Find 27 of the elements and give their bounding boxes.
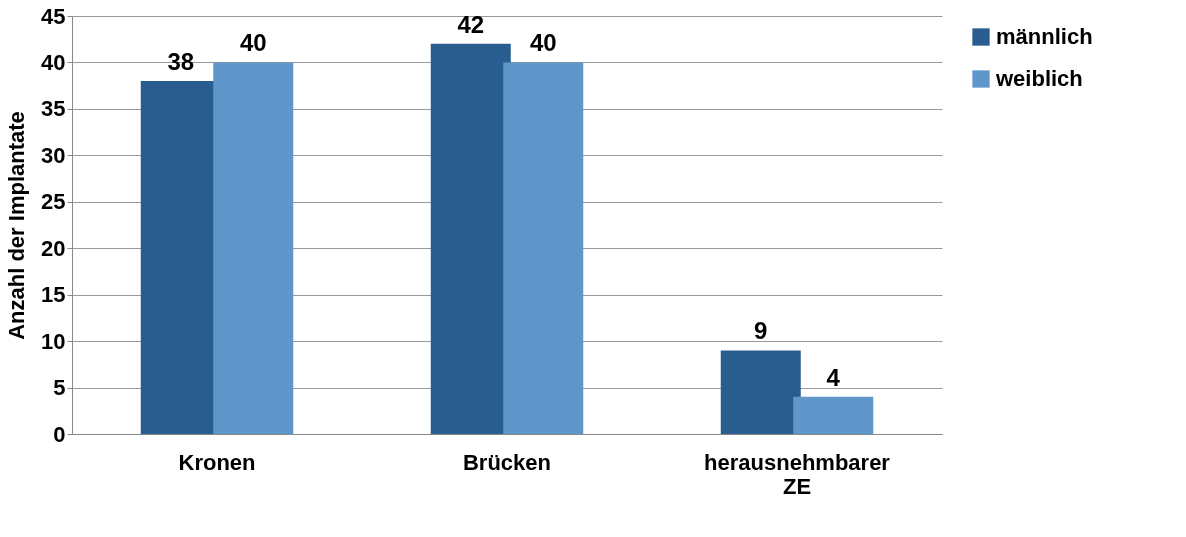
bar bbox=[793, 396, 874, 434]
y-tick-label: 30 bbox=[41, 142, 66, 168]
x-tick-label: Brücken bbox=[462, 449, 552, 475]
y-tick-label: 10 bbox=[41, 328, 66, 354]
y-tick-label: 5 bbox=[53, 375, 66, 401]
bar bbox=[213, 62, 294, 434]
data-label: 42 bbox=[457, 10, 485, 38]
y-tick-label: 0 bbox=[53, 421, 66, 447]
bar bbox=[430, 43, 511, 434]
x-tick-label: Kronen bbox=[178, 449, 256, 475]
bar bbox=[720, 350, 801, 434]
y-tick-label: 40 bbox=[41, 49, 66, 75]
bar bbox=[503, 62, 584, 434]
legend-label: weiblich bbox=[995, 66, 1083, 91]
y-tick-label: 25 bbox=[41, 189, 66, 215]
data-label: 38 bbox=[167, 48, 195, 76]
y-tick-label: 45 bbox=[41, 3, 66, 29]
data-label: 4 bbox=[826, 363, 841, 391]
y-tick-label: 15 bbox=[41, 282, 66, 308]
x-tick-label: herausnehmbarer ZE bbox=[704, 449, 891, 499]
data-label: 40 bbox=[239, 29, 267, 57]
data-label: 40 bbox=[529, 29, 557, 57]
legend-label: männlich bbox=[996, 24, 1093, 49]
y-axis-title: Anzahl der Implantate bbox=[4, 111, 30, 340]
data-label: 9 bbox=[754, 317, 768, 345]
y-tick-label: 20 bbox=[41, 235, 66, 261]
y-tick-label: 35 bbox=[41, 96, 66, 122]
